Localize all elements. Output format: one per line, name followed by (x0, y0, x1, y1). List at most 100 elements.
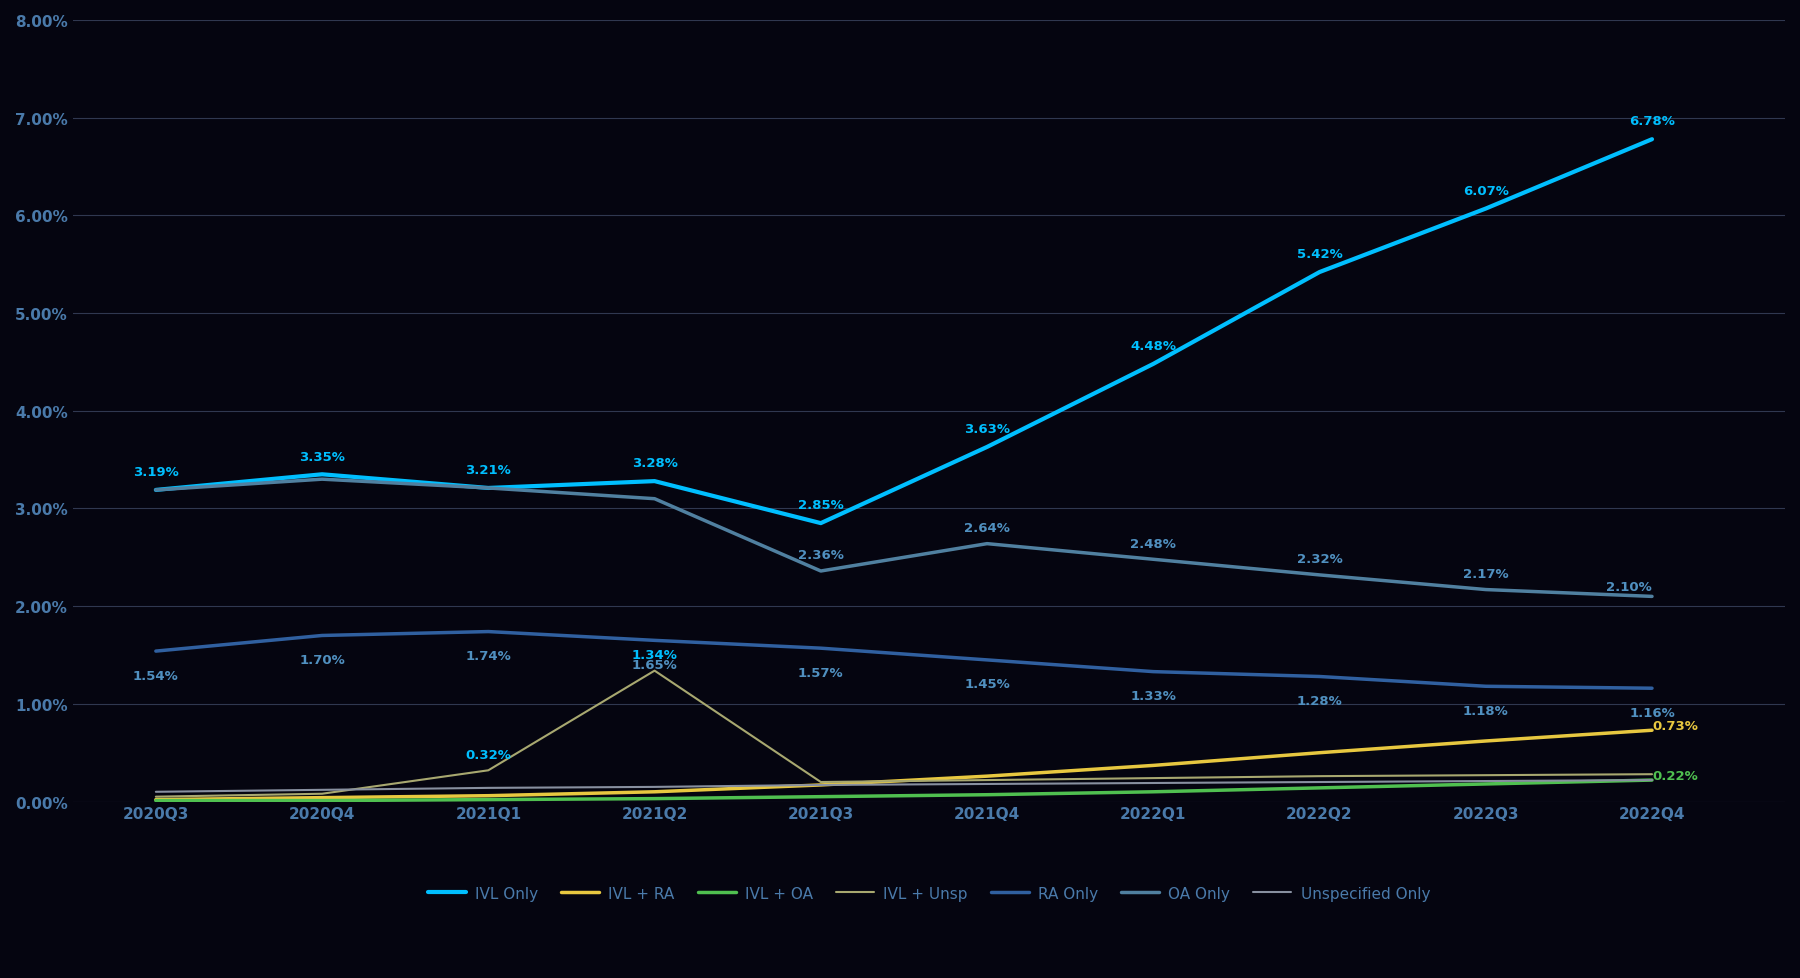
IVL + Unsp (1642, 769, 1663, 780)
Text: 2.36%: 2.36% (797, 549, 844, 561)
Text: 1.16%: 1.16% (1629, 706, 1674, 719)
Text: 4.48%: 4.48% (1130, 339, 1175, 353)
OA Only (810, 565, 832, 577)
Text: 6.78%: 6.78% (1629, 115, 1676, 128)
Text: 2.32%: 2.32% (1296, 553, 1343, 565)
Line: OA Only: OA Only (157, 479, 1652, 597)
IVL + Unsp (810, 777, 832, 788)
Text: 1.33%: 1.33% (1130, 689, 1175, 702)
RA Only (644, 635, 666, 646)
IVL + OA (644, 793, 666, 805)
IVL + OA (1642, 775, 1663, 786)
Text: 1.28%: 1.28% (1296, 694, 1343, 707)
IVL + RA (311, 792, 333, 804)
IVL + RA (1642, 725, 1663, 736)
IVL + OA (810, 791, 832, 803)
Text: 1.54%: 1.54% (133, 669, 178, 682)
IVL Only (1309, 267, 1330, 279)
IVL + RA (810, 779, 832, 791)
Unspecified Only (1309, 777, 1330, 788)
IVL Only (1642, 134, 1663, 146)
IVL + OA (1474, 778, 1496, 790)
IVL + OA (1143, 786, 1165, 798)
Text: 2.10%: 2.10% (1606, 581, 1652, 594)
IVL Only (644, 475, 666, 487)
IVL + Unsp (146, 791, 167, 803)
IVL Only (477, 482, 499, 494)
RA Only (1143, 666, 1165, 678)
Text: 6.07%: 6.07% (1463, 185, 1508, 198)
Unspecified Only (311, 784, 333, 796)
OA Only (976, 538, 997, 550)
Unspecified Only (146, 786, 167, 798)
Text: 1.57%: 1.57% (797, 666, 844, 679)
IVL + RA (1474, 735, 1496, 747)
IVL + Unsp (1143, 773, 1165, 784)
OA Only (311, 473, 333, 485)
IVL + RA (644, 786, 666, 798)
Unspecified Only (1474, 776, 1496, 787)
Unspecified Only (976, 778, 997, 790)
IVL + RA (976, 771, 997, 782)
OA Only (644, 493, 666, 505)
Text: 0.32%: 0.32% (466, 748, 511, 761)
IVL + Unsp (644, 665, 666, 677)
IVL + Unsp (477, 765, 499, 777)
OA Only (1309, 569, 1330, 581)
IVL + OA (976, 789, 997, 801)
Unspecified Only (644, 781, 666, 793)
OA Only (1143, 554, 1165, 565)
IVL + Unsp (311, 788, 333, 800)
RA Only (976, 654, 997, 666)
Text: 1.45%: 1.45% (965, 678, 1010, 690)
Unspecified Only (477, 782, 499, 794)
Legend: IVL Only, IVL + RA, IVL + OA, IVL + Unsp, RA Only, OA Only, Unspecified Only: IVL Only, IVL + RA, IVL + OA, IVL + Unsp… (421, 879, 1436, 907)
Line: Unspecified Only: Unspecified Only (157, 780, 1652, 792)
RA Only (1309, 671, 1330, 683)
Text: 5.42%: 5.42% (1296, 248, 1343, 261)
IVL + Unsp (1309, 771, 1330, 782)
Text: 3.19%: 3.19% (133, 466, 178, 478)
RA Only (1474, 681, 1496, 692)
IVL Only (810, 517, 832, 529)
IVL Only (311, 468, 333, 480)
RA Only (477, 626, 499, 638)
RA Only (810, 643, 832, 654)
OA Only (146, 484, 167, 496)
Text: 0.73%: 0.73% (1652, 719, 1697, 733)
IVL + OA (311, 795, 333, 807)
Text: 2.64%: 2.64% (965, 521, 1010, 534)
Text: 3.21%: 3.21% (466, 464, 511, 476)
RA Only (311, 630, 333, 642)
Text: 3.63%: 3.63% (965, 422, 1010, 436)
Line: IVL + Unsp: IVL + Unsp (157, 671, 1652, 797)
Unspecified Only (1143, 778, 1165, 789)
IVL + OA (146, 795, 167, 807)
IVL Only (146, 484, 167, 496)
IVL Only (1474, 203, 1496, 215)
Text: 1.18%: 1.18% (1463, 704, 1508, 717)
Text: 3.28%: 3.28% (632, 457, 677, 469)
Text: 2.17%: 2.17% (1463, 567, 1508, 580)
Text: 3.35%: 3.35% (299, 450, 346, 463)
IVL Only (1143, 359, 1165, 371)
IVL + RA (1309, 747, 1330, 759)
Line: RA Only: RA Only (157, 632, 1652, 689)
Line: IVL + RA: IVL + RA (157, 731, 1652, 800)
IVL + Unsp (976, 775, 997, 786)
IVL + OA (477, 794, 499, 806)
OA Only (1642, 591, 1663, 602)
RA Only (1642, 683, 1663, 694)
OA Only (477, 482, 499, 494)
IVL + RA (146, 794, 167, 806)
Line: IVL Only: IVL Only (157, 140, 1652, 523)
IVL + Unsp (1474, 770, 1496, 781)
OA Only (1474, 584, 1496, 596)
IVL Only (976, 442, 997, 454)
Text: 2.85%: 2.85% (797, 499, 844, 511)
Unspecified Only (810, 779, 832, 791)
Unspecified Only (1642, 775, 1663, 786)
RA Only (146, 645, 167, 657)
Text: 1.65%: 1.65% (632, 658, 677, 671)
Text: 1.34%: 1.34% (632, 648, 677, 661)
